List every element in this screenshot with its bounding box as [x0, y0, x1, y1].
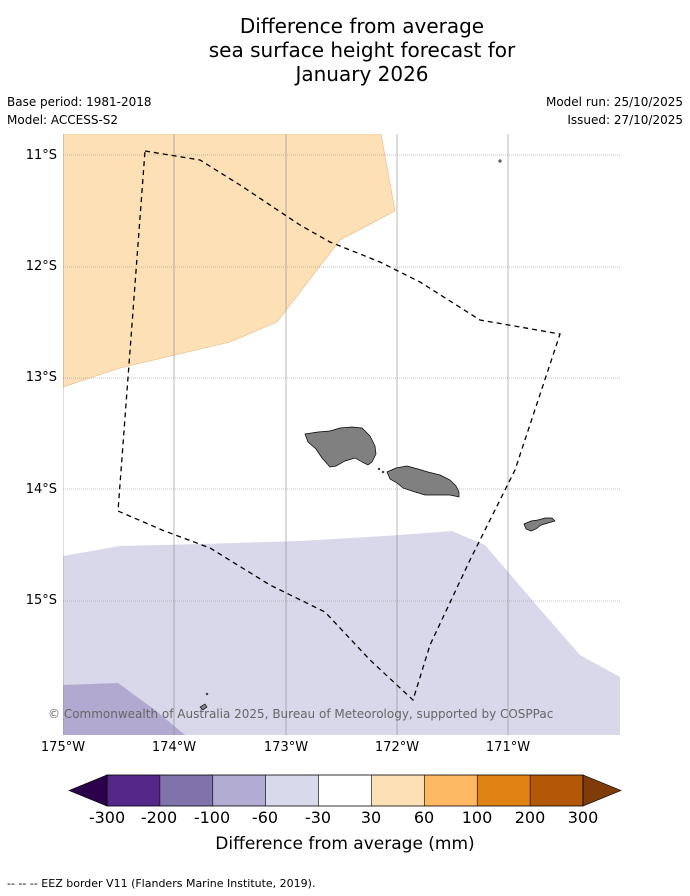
colorbar-tick-8: 100	[461, 808, 493, 827]
lat-label-13s: 13°S	[25, 370, 57, 385]
issued-label: Issued: 27/10/2025	[567, 113, 683, 127]
upolu-island	[386, 465, 460, 498]
lon-label-171w: 171°W	[485, 740, 531, 755]
map-title: Difference from average sea surface heig…	[0, 14, 690, 86]
model-run-label: Model run: 25/10/2025	[545, 95, 683, 109]
colorbar	[68, 774, 622, 807]
colorbar-tick-6: 30	[360, 808, 382, 827]
gridlines	[63, 134, 620, 735]
copyright-notice: © Commonwealth of Australia 2025, Bureau…	[48, 707, 554, 721]
manono-islet	[381, 470, 385, 474]
lat-label-11s: 11°S	[25, 148, 57, 163]
colorbar-swatch-5	[318, 775, 372, 806]
colorbar-tick-5: -30	[304, 808, 332, 827]
colorbar-frame	[106, 774, 584, 807]
colorbar-swatch-9	[530, 775, 583, 806]
lat-label-14s: 14°S	[25, 482, 57, 497]
eez-legend-note: -- -- -- EEZ border V11 (Flanders Marine…	[7, 877, 316, 890]
colorbar-swatch-7	[424, 775, 478, 806]
colorbar-tick-3: -100	[193, 808, 231, 827]
colorbar-tick-4: -60	[251, 808, 279, 827]
colorbar-title: Difference from average (mm)	[215, 834, 475, 854]
colorbar-swatch-4	[265, 775, 319, 806]
negative-anomaly-region	[63, 531, 620, 735]
colorbar-tick-9: 200	[514, 808, 546, 827]
eez-border	[117, 150, 561, 702]
lon-label-173w: 173°W	[263, 740, 309, 755]
lon-label-172w: 172°W	[374, 740, 420, 755]
colorbar-extend-high	[582, 774, 622, 807]
colorbar-tick-2: -200	[140, 808, 178, 827]
colorbar-tick-7: 60	[413, 808, 435, 827]
colorbar-swatch-3	[212, 775, 266, 806]
colorbar-extend-low	[68, 774, 108, 807]
uvea-islet	[199, 703, 208, 711]
colorbar-tick-1: -300	[88, 808, 126, 827]
strong-negative-anomaly-region	[63, 683, 185, 735]
colorbar-swatch-1	[107, 775, 160, 806]
base-period-label: Base period: 1981-2018	[7, 95, 152, 109]
title-line-3: January 2026	[295, 62, 429, 86]
small-islet-north	[498, 159, 502, 163]
colorbar-swatch-2	[159, 775, 213, 806]
lon-label-175w: 175°W	[40, 740, 86, 755]
colorbar-swatch-6	[371, 775, 425, 806]
tutuila-island	[523, 517, 556, 532]
positive-anomaly-region	[63, 134, 396, 388]
apolima-islet	[377, 467, 381, 471]
small-islet-south	[205, 692, 209, 696]
colorbar-swatch-8	[477, 775, 531, 806]
lon-label-174w: 174°W	[151, 740, 197, 755]
title-line-2: sea surface height forecast for	[208, 38, 516, 62]
colorbar-tick-10: 300	[567, 808, 599, 827]
title-line-1: Difference from average	[239, 14, 485, 38]
lat-label-15s: 15°S	[25, 593, 57, 608]
model-label: Model: ACCESS-S2	[7, 113, 119, 127]
savaii-island	[304, 426, 377, 468]
lat-label-12s: 12°S	[25, 259, 57, 274]
